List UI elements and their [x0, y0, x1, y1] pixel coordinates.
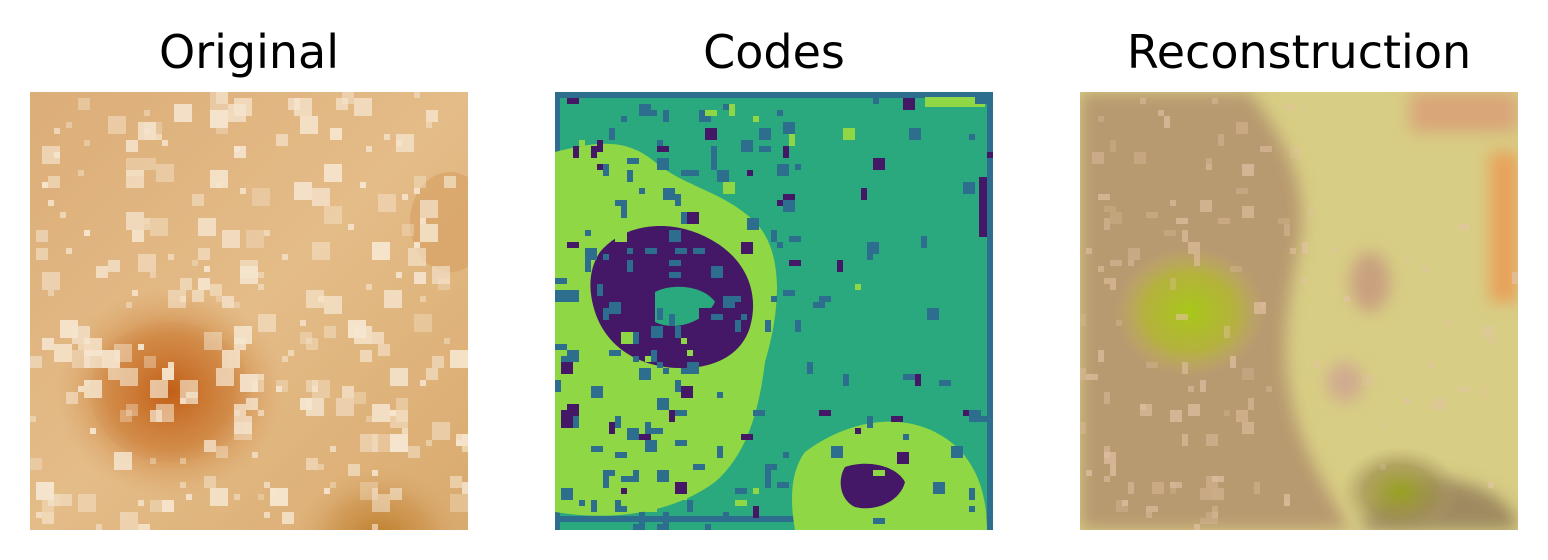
original-image: [30, 92, 468, 530]
reconstruction-image: [1080, 92, 1518, 530]
codes-image: [555, 92, 993, 530]
codes-panel: Codes: [555, 0, 993, 560]
codes-title: Codes: [703, 25, 845, 79]
original-title: Original: [158, 25, 339, 79]
reconstruction-panel: Reconstruction: [1080, 0, 1518, 560]
reconstruction-title: Reconstruction: [1126, 25, 1472, 79]
original-panel: Original: [30, 0, 468, 560]
